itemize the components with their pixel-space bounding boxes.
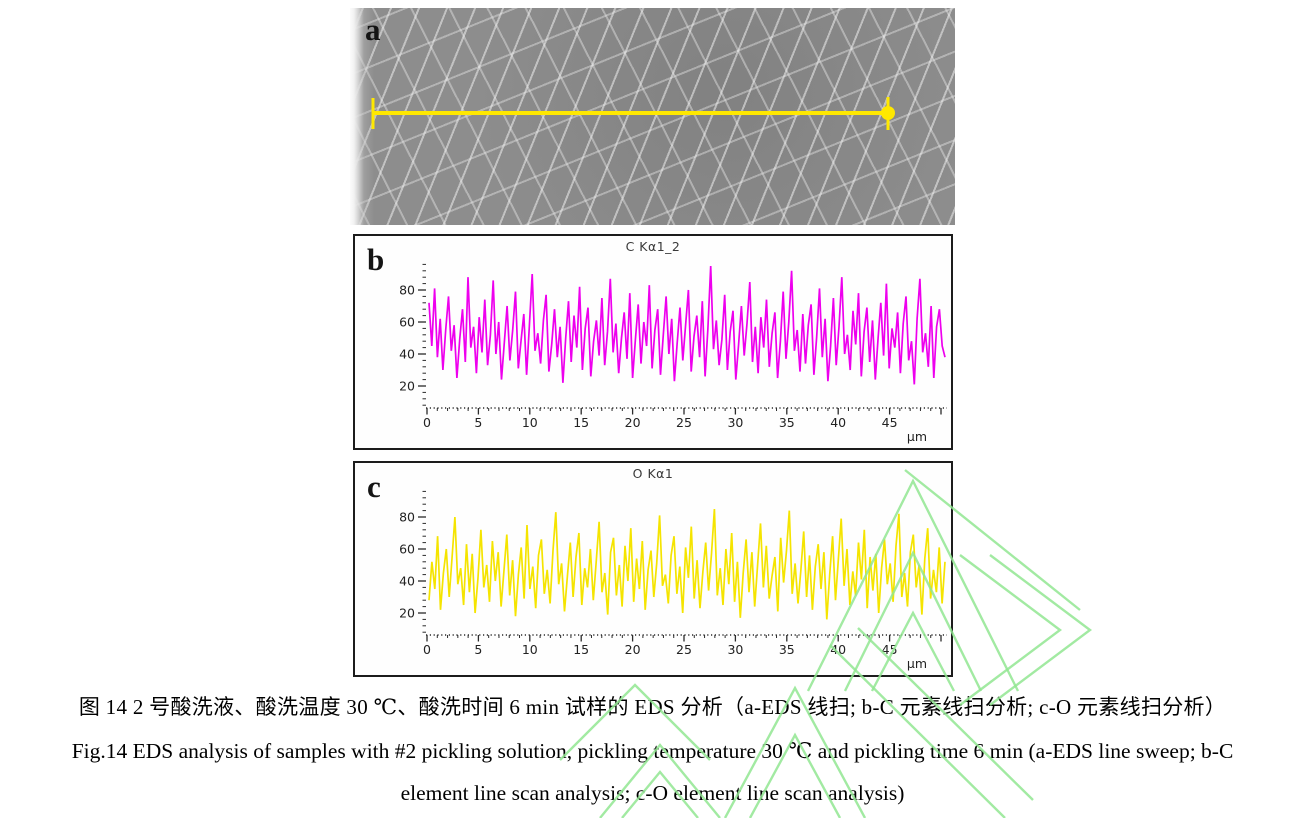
svg-text:15: 15: [573, 642, 589, 657]
svg-text:40: 40: [830, 642, 846, 657]
svg-text:5: 5: [474, 415, 482, 430]
svg-text:80: 80: [399, 283, 415, 298]
svg-text:20: 20: [625, 642, 641, 657]
svg-text:μm: μm: [907, 656, 927, 671]
svg-text:20: 20: [399, 606, 415, 621]
svg-text:25: 25: [676, 415, 692, 430]
svg-text:20: 20: [399, 379, 415, 394]
caption-chinese: 图 14 2 号酸洗液、酸洗温度 30 ℃、酸洗时间 6 min 试样的 EDS…: [78, 695, 1227, 719]
caption-english-line2: element line scan analysis; c-O element …: [400, 781, 905, 805]
chart-c-title: O Kα1: [632, 466, 674, 481]
svg-text:30: 30: [727, 642, 743, 657]
svg-text:15: 15: [573, 415, 589, 430]
svg-text:0: 0: [423, 642, 431, 657]
svg-text:80: 80: [399, 510, 415, 525]
chart-b-title: C Kα1_2: [625, 239, 681, 254]
chart-panel-b-carbon: C Kα1_2 b 20 40 60 80 0 5 10 15 20 25 30 35 40 45 μm: [353, 234, 953, 450]
svg-text:40: 40: [830, 415, 846, 430]
svg-text:35: 35: [779, 642, 795, 657]
line-scan-end-dot: [881, 106, 895, 120]
oxygen-line-scan-chart: 20 40 60 80 0 5 10 15 20 25 30 35 40 45 μm: [399, 490, 947, 671]
panel-c-label: c: [367, 469, 381, 504]
svg-text:35: 35: [779, 415, 795, 430]
svg-text:10: 10: [522, 642, 538, 657]
svg-text:20: 20: [625, 415, 641, 430]
svg-text:25: 25: [676, 642, 692, 657]
svg-text:60: 60: [399, 542, 415, 557]
panel-b-label: b: [367, 242, 385, 277]
svg-text:45: 45: [882, 642, 898, 657]
svg-text:10: 10: [522, 415, 538, 430]
chart-panel-c-oxygen: O Kα1 c 20 40 60 80 0 5 10 15 20 25 30 35 40 45 μm: [353, 461, 953, 677]
svg-text:30: 30: [727, 415, 743, 430]
panel-a-label: a: [365, 12, 381, 47]
svg-text:5: 5: [474, 642, 482, 657]
svg-text:40: 40: [399, 574, 415, 589]
eds-line-scan-marker: [371, 97, 895, 130]
sem-micrograph-panel-a: a: [350, 8, 955, 225]
caption-english-line1: Fig.14 EDS analysis of samples with #2 p…: [71, 739, 1234, 763]
svg-text:60: 60: [399, 315, 415, 330]
svg-text:0: 0: [423, 415, 431, 430]
svg-text:μm: μm: [907, 429, 927, 444]
svg-text:45: 45: [882, 415, 898, 430]
svg-text:40: 40: [399, 347, 415, 362]
carbon-line-scan-chart: 20 40 60 80 0 5 10 15 20 25 30 35 40 45 μm: [399, 263, 947, 444]
